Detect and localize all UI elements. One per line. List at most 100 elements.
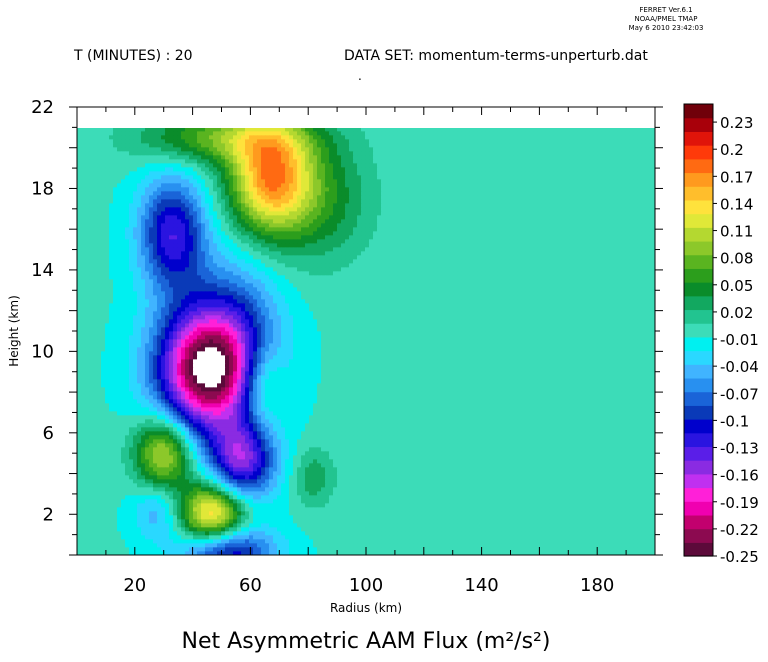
heatmap-cell [205, 207, 210, 212]
heatmap-cell [129, 195, 134, 200]
heatmap-cell [305, 251, 310, 256]
heatmap-cell [189, 207, 194, 212]
heatmap-cell [217, 227, 222, 232]
heatmap-cell [245, 155, 250, 160]
heatmap-cell [121, 255, 126, 260]
heatmap-cell [165, 255, 170, 260]
heatmap-cell [541, 259, 546, 264]
heatmap-cell [613, 247, 618, 252]
heatmap-cell [129, 191, 134, 196]
heatmap-cell [305, 191, 310, 196]
heatmap-cell [397, 131, 402, 136]
heatmap-cell [557, 227, 562, 232]
heatmap-cell [281, 128, 286, 132]
heatmap-cell [553, 243, 558, 248]
heatmap-cell [353, 251, 358, 256]
heatmap-cell [465, 171, 470, 176]
heatmap-cell [529, 167, 534, 172]
heatmap-cell [145, 171, 150, 176]
heatmap-cell [113, 131, 118, 136]
heatmap-cell [433, 211, 438, 216]
heatmap-cell [449, 243, 454, 248]
heatmap-cell [609, 243, 614, 248]
heatmap-cell [105, 171, 110, 176]
heatmap-cell [181, 231, 186, 236]
heatmap-cell [453, 247, 458, 252]
heatmap-cell [93, 187, 98, 192]
heatmap-cell [381, 167, 386, 172]
heatmap-cell [641, 211, 646, 216]
heatmap-cell [321, 251, 326, 256]
heatmap-cell [337, 215, 342, 220]
heatmap-cell [377, 251, 382, 256]
heatmap-cell [617, 251, 622, 256]
heatmap-cell [217, 171, 222, 176]
heatmap-cell [609, 175, 614, 180]
heatmap-cell [229, 227, 234, 232]
heatmap-cell [341, 199, 346, 204]
heatmap-cell [293, 215, 298, 220]
heatmap-cell [177, 147, 182, 152]
heatmap-cell [333, 239, 338, 244]
heatmap-cell [289, 219, 294, 224]
heatmap-cell [217, 255, 222, 260]
heatmap-cell [221, 187, 226, 192]
heatmap-cell [177, 247, 182, 252]
heatmap-cell [209, 235, 214, 240]
heatmap-cell [601, 191, 606, 196]
heatmap-cell [545, 167, 550, 172]
heatmap-cell [401, 151, 406, 156]
heatmap-cell [633, 179, 638, 184]
heatmap-cell [577, 219, 582, 224]
heatmap-cell [293, 175, 298, 180]
heatmap-cell [265, 219, 270, 224]
heatmap-cell [257, 259, 262, 264]
heatmap-cell [409, 135, 414, 140]
heatmap-cell [93, 251, 98, 256]
heatmap-cell [337, 235, 342, 240]
heatmap-cell [433, 199, 438, 204]
heatmap-cell [77, 215, 82, 220]
heatmap-cell [81, 191, 86, 196]
heatmap-cell [421, 179, 426, 184]
heatmap-cell [561, 235, 566, 240]
heatmap-cell [365, 211, 370, 216]
heatmap-cell [213, 191, 218, 196]
heatmap-cell [105, 263, 110, 268]
heatmap-cell [177, 235, 182, 240]
heatmap-cell [445, 239, 450, 244]
heatmap-cell [273, 163, 278, 168]
heatmap-cell [277, 179, 282, 184]
heatmap-cell [389, 219, 394, 224]
heatmap-cell [265, 255, 270, 260]
heatmap-cell [361, 155, 366, 160]
heatmap-cell [617, 159, 622, 164]
heatmap-cell [265, 239, 270, 244]
heatmap-cell [509, 183, 514, 188]
heatmap-cell [293, 128, 298, 132]
heatmap-cell [389, 231, 394, 236]
heatmap-cell [293, 239, 298, 244]
heatmap-cell [629, 247, 634, 252]
heatmap-cell [149, 179, 154, 184]
heatmap-cell [257, 175, 262, 180]
heatmap-cell [181, 159, 186, 164]
heatmap-cell [409, 139, 414, 144]
heatmap-cell [381, 139, 386, 144]
heatmap-cell [397, 239, 402, 244]
heatmap-cell [625, 191, 630, 196]
heatmap-cell [237, 167, 242, 172]
heatmap-cell [629, 167, 634, 172]
heatmap-cell [601, 183, 606, 188]
heatmap-cell [517, 239, 522, 244]
heatmap-cell [233, 128, 238, 132]
heatmap-cell [89, 255, 94, 260]
heatmap-cell [317, 183, 322, 188]
heatmap-cell [429, 203, 434, 208]
heatmap-cell [637, 155, 642, 160]
heatmap-cell [165, 203, 170, 208]
heatmap-cell [497, 199, 502, 204]
heatmap-cell [313, 259, 318, 264]
heatmap-cell [561, 147, 566, 152]
heatmap-cell [481, 259, 486, 264]
